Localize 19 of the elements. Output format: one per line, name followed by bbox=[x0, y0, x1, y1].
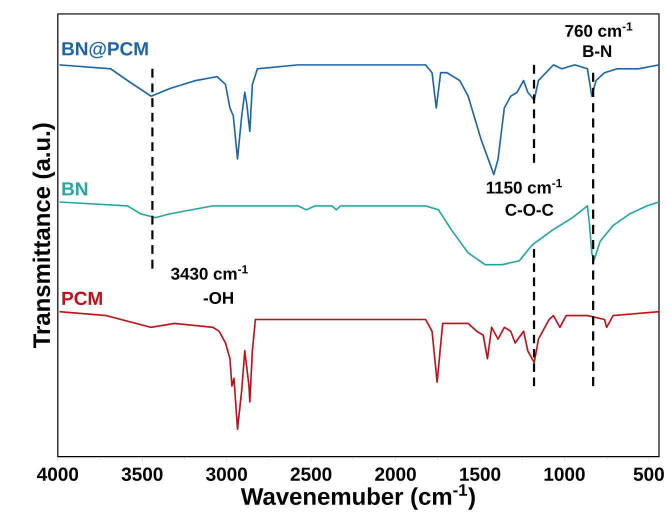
x-tick-label: 2000 bbox=[375, 467, 416, 481]
x-tick-label: 3000 bbox=[206, 467, 247, 481]
x-tick-label: 4000 bbox=[37, 467, 78, 481]
text: 760 cm$^{-1}$ bbox=[565, 22, 632, 37]
annotation: 1150 cm$^{-1}$ bbox=[486, 178, 562, 194]
annotation: -OH bbox=[204, 292, 233, 304]
text: B-N bbox=[583, 45, 612, 57]
annotation: 3430 cm$^{-1}$ bbox=[171, 265, 248, 280]
x-tick-label: 3500 bbox=[122, 467, 163, 481]
x-tick-label: 1000 bbox=[544, 467, 585, 481]
x-tick-label: 2500 bbox=[290, 467, 332, 481]
series-label: BN bbox=[62, 182, 88, 196]
x-tick-label: 500 bbox=[634, 467, 664, 481]
y-axis-title: Transmittance (a.u.) bbox=[32, 123, 55, 348]
series-label: BN@PCM bbox=[62, 42, 148, 58]
series-label: PCM bbox=[62, 291, 102, 305]
annotation: C-O-C bbox=[506, 204, 554, 216]
x-axis-title: Wavenemuber (cm$^{-1}$) bbox=[240, 484, 475, 510]
x-tick-label: 1500 bbox=[460, 467, 500, 481]
